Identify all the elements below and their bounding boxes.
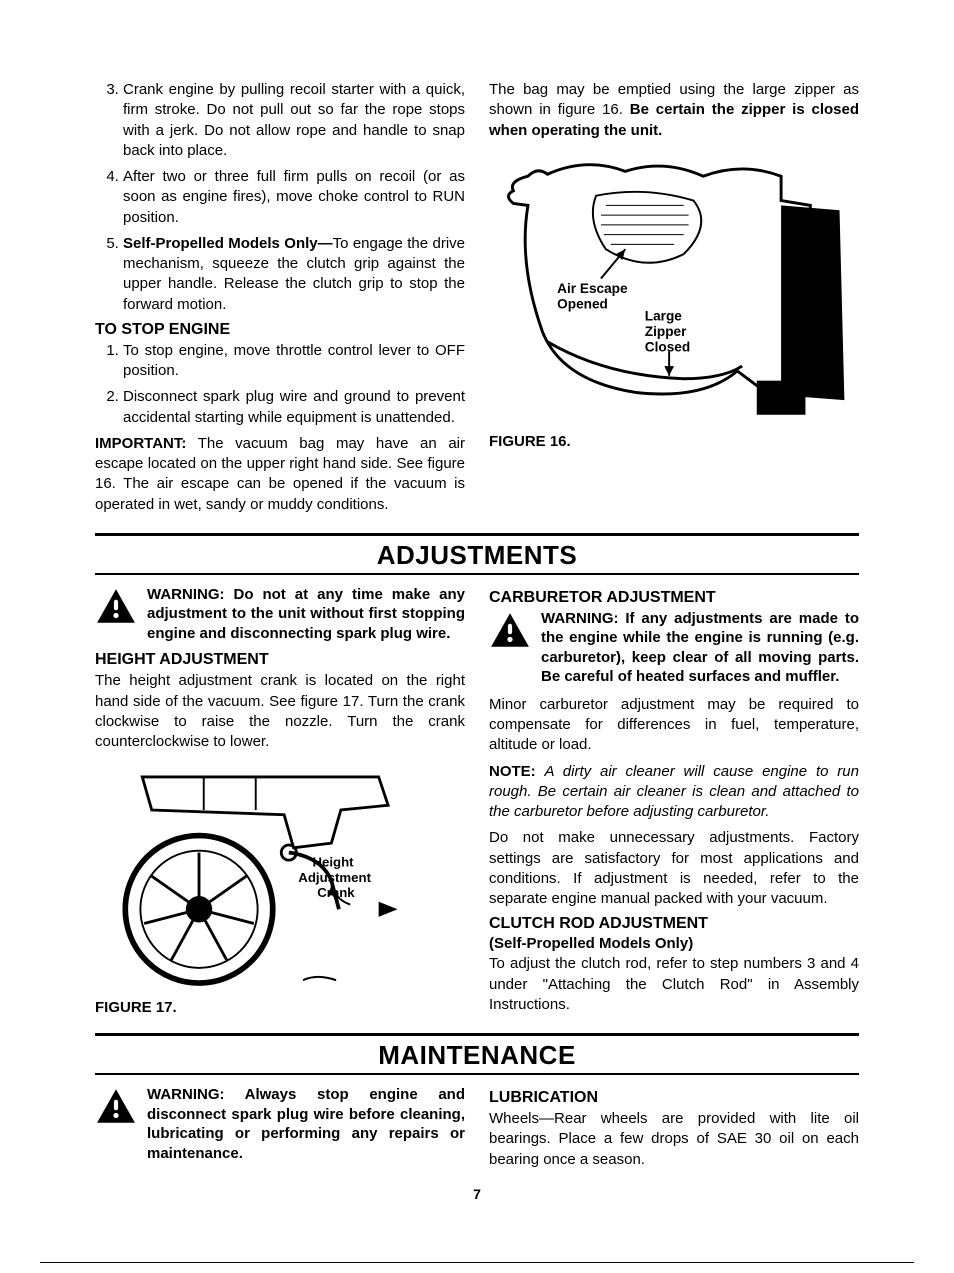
height-adjustment-text: The height adjustment crank is located o… (95, 671, 465, 752)
warning-block: WARNING: Always stop engine and disconne… (95, 1085, 465, 1163)
page: Crank engine by pulling recoil starter w… (0, 0, 954, 1232)
adjustments-right-col: CARBURETOR ADJUSTMENT WARNING: If any ad… (489, 585, 859, 1021)
warning-icon (95, 1087, 137, 1125)
fig16-closed-label: Closed (645, 339, 690, 354)
lubrication-text: Wheels—Rear wheels are provided with lit… (489, 1109, 859, 1170)
warning-block: WARNING: Do not at any time make any adj… (95, 585, 465, 644)
warning-icon (95, 587, 137, 625)
fig16-zipper-label: Zipper (645, 324, 687, 339)
upper-right-col: The bag may be emptied using the large z… (489, 80, 859, 521)
fig17-height-label: Height (312, 855, 354, 870)
fig16-air-escape-label: Air Escape (557, 281, 628, 296)
figure-16-svg: Air Escape Opened Large Zipper Closed (489, 147, 859, 429)
list-item: Disconnect spark plug wire and ground to… (123, 387, 465, 428)
warning-text: WARNING: Do not at any time make any adj… (147, 585, 465, 644)
figure-16: Air Escape Opened Large Zipper Closed FI… (489, 147, 859, 450)
figure-17: Height Adjustment Crank FIGURE 17. (95, 758, 465, 1015)
figure-17-label: FIGURE 17. (95, 999, 465, 1016)
list-item: Self-Propelled Models Only—To engage the… (123, 234, 465, 315)
bag-text: The bag may be emptied using the large z… (489, 80, 859, 141)
adjustments-section: WARNING: Do not at any time make any adj… (95, 585, 859, 1021)
figure-16-label: FIGURE 16. (489, 433, 859, 450)
stop-engine-list: To stop engine, move throttle control le… (95, 341, 465, 428)
list-item: Crank engine by pulling recoil starter w… (123, 80, 465, 161)
page-number: 7 (95, 1186, 859, 1202)
warning-text: WARNING: If any adjustments are made to … (541, 609, 859, 687)
warning-text: WARNING: Always stop engine and disconne… (147, 1085, 465, 1163)
page-bottom-rule (40, 1262, 914, 1263)
stop-engine-heading: TO STOP ENGINE (95, 321, 465, 339)
carb-p2: Do not make unnecessary adjustments. Fac… (489, 828, 859, 909)
figure-17-svg: Height Adjustment Crank (95, 758, 435, 994)
carb-p1: Minor carburetor adjustment may be requi… (489, 695, 859, 756)
upper-left-col: Crank engine by pulling recoil starter w… (95, 80, 465, 521)
adjustments-left-col: WARNING: Do not at any time make any adj… (95, 585, 465, 1021)
maintenance-title: MAINTENANCE (95, 1040, 859, 1071)
maintenance-right-col: LUBRICATION Wheels—Rear wheels are provi… (489, 1085, 859, 1176)
clutch-subheading: (Self-Propelled Models Only) (489, 935, 859, 952)
fig17-crank-label: Crank (317, 885, 355, 900)
fig16-opened-label: Opened (557, 296, 608, 311)
lubrication-heading: LUBRICATION (489, 1089, 859, 1107)
clutch-text: To adjust the clutch rod, refer to step … (489, 954, 859, 1015)
list-item: After two or three full firm pulls on re… (123, 167, 465, 228)
upper-section: Crank engine by pulling recoil starter w… (95, 80, 859, 521)
list-item: To stop engine, move throttle control le… (123, 341, 465, 382)
maintenance-section: WARNING: Always stop engine and disconne… (95, 1085, 859, 1176)
maintenance-left-col: WARNING: Always stop engine and disconne… (95, 1085, 465, 1176)
fig16-large-label: Large (645, 308, 683, 323)
divider (95, 573, 859, 575)
carburetor-heading: CARBURETOR ADJUSTMENT (489, 589, 859, 607)
clutch-heading: CLUTCH ROD ADJUSTMENT (489, 915, 859, 933)
divider (95, 1073, 859, 1075)
start-engine-list: Crank engine by pulling recoil starter w… (95, 80, 465, 315)
divider (95, 533, 859, 536)
important-note: IMPORTANT: The vacuum bag may have an ai… (95, 434, 465, 515)
height-adjustment-heading: HEIGHT ADJUSTMENT (95, 651, 465, 669)
divider (95, 1033, 859, 1036)
carb-note: NOTE: A dirty air cleaner will cause eng… (489, 762, 859, 823)
adjustments-title: ADJUSTMENTS (95, 540, 859, 571)
warning-block: WARNING: If any adjustments are made to … (489, 609, 859, 687)
warning-icon (489, 611, 531, 649)
fig17-adjustment-label: Adjustment (298, 870, 371, 885)
